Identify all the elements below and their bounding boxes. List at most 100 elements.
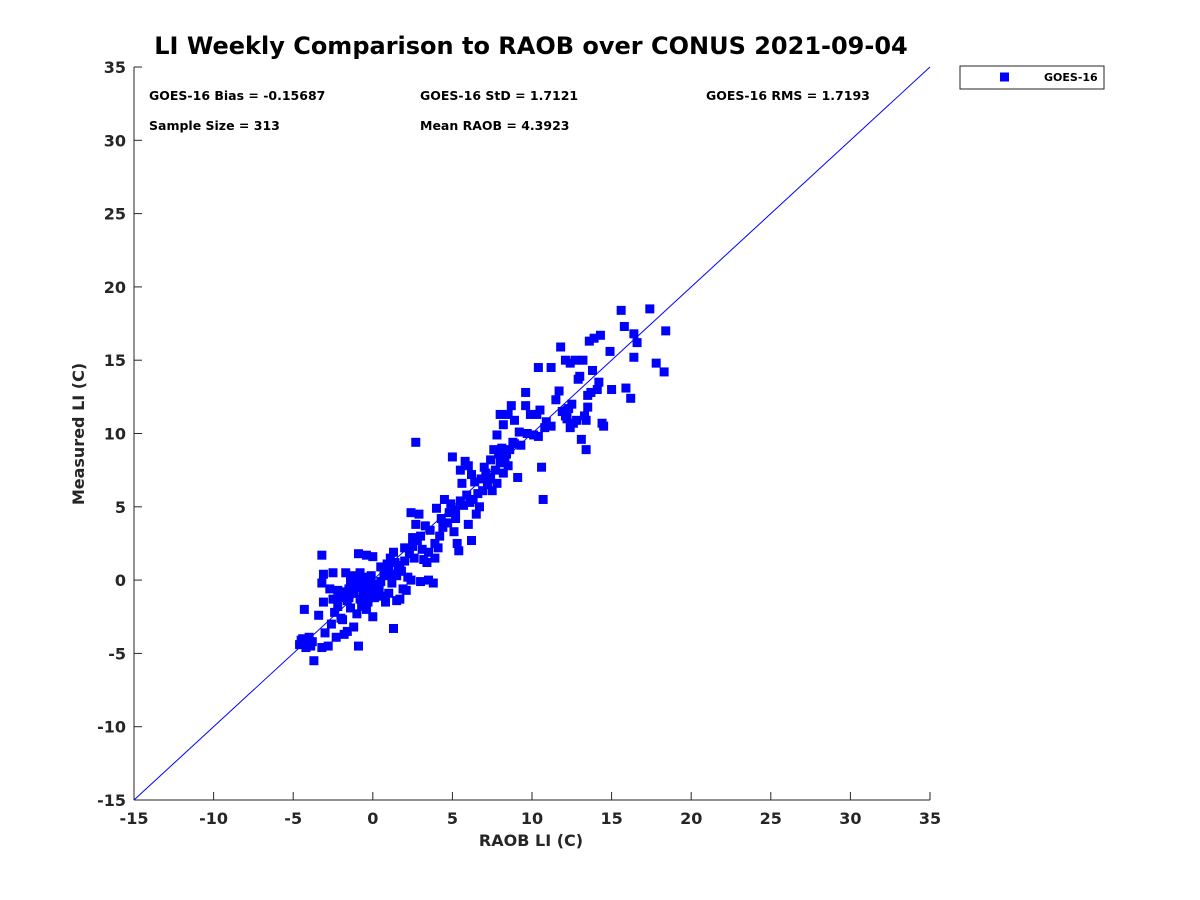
data-point [508,437,518,447]
data-point [529,430,539,440]
data-point [554,386,564,396]
data-point [431,503,441,513]
data-point [363,590,373,600]
y-axis-label: Measured LI (C) [69,363,88,505]
data-point [376,562,386,572]
data-point [533,363,543,373]
data-point [342,596,352,606]
data-point [357,577,367,587]
data-point [537,462,547,472]
data-point [451,514,461,524]
y-tick-label: 30 [104,131,126,150]
data-point [589,333,599,343]
data-point [388,547,398,557]
data-point [482,480,492,490]
data-point [522,429,532,438]
data-point [525,409,535,419]
data-point [487,486,497,496]
data-point [317,643,327,653]
legend-label: GOES-16 [1044,71,1098,84]
data-point [489,445,499,455]
stat-sample-size: Sample Size = 313 [149,118,280,133]
data-point [538,494,548,504]
data-point [599,421,609,431]
data-point [400,543,410,553]
data-point [570,355,580,365]
data-point [416,531,426,541]
data-point [473,489,483,499]
data-point [404,549,414,559]
data-point [384,588,394,598]
data-point [424,575,434,585]
data-point [428,578,438,588]
data-point [388,623,398,633]
data-point [452,538,462,548]
data-point [376,577,386,587]
x-tick-label: -5 [284,809,302,828]
data-point [595,330,605,340]
data-point [411,437,421,447]
data-point [339,629,349,639]
data-point [457,478,467,488]
y-tick-label: 10 [104,425,126,444]
data-point [296,635,306,645]
data-point [560,355,570,365]
x-axis-label: RAOB LI (C) [479,831,583,850]
y-tick-label: -5 [108,644,126,663]
data-point [374,584,384,594]
data-point [377,591,387,601]
data-point [486,455,496,465]
data-point [454,546,464,556]
x-tick-label: -10 [199,809,228,828]
data-point [338,615,348,625]
y-tick-label: 5 [115,498,126,517]
data-point [632,338,642,348]
data-point [506,401,516,411]
data-point [309,656,319,666]
data-point [323,641,333,651]
data-point [621,383,631,393]
x-tick-label: 5 [447,809,458,828]
data-point [317,550,327,560]
data-point [541,417,551,427]
data-point [567,399,577,409]
data-point [594,377,604,387]
data-point [406,575,416,585]
data-point [605,346,615,356]
data-point [346,603,356,613]
stat-std: GOES-16 StD = 1.7121 [420,88,578,103]
data-point [361,604,371,614]
data-point [479,462,489,472]
data-point [317,578,327,588]
data-point [659,367,669,377]
data-point [578,355,588,365]
data-point [350,579,360,589]
y-tick-label: 15 [104,351,126,370]
data-point [581,415,591,425]
legend-box [959,65,1105,90]
y-tick-label: 20 [104,278,126,297]
data-point [330,607,340,617]
y-tick-label: 25 [104,205,126,224]
data-point [465,497,475,507]
data-point [328,594,338,604]
data-point [498,468,508,478]
data-point [301,643,311,653]
data-point [503,409,513,419]
data-point [551,395,561,405]
data-point [540,423,550,433]
chart-title: LI Weekly Comparison to RAOB over CONUS … [154,32,907,60]
x-tick-label: -15 [120,809,149,828]
data-point [497,443,507,453]
y-tick-label: 0 [115,571,126,590]
data-point [470,477,480,487]
data-point [661,326,671,336]
data-point [562,414,572,424]
data-point [333,585,343,595]
axes: -15 -10 -5 0 5 10 15 20 25 30 35 -15 -10 -5 0 5 10 15 20 25… [97,58,941,828]
data-point [575,371,585,381]
data-point [557,407,567,417]
data-point [368,585,378,595]
data-point [584,336,594,346]
